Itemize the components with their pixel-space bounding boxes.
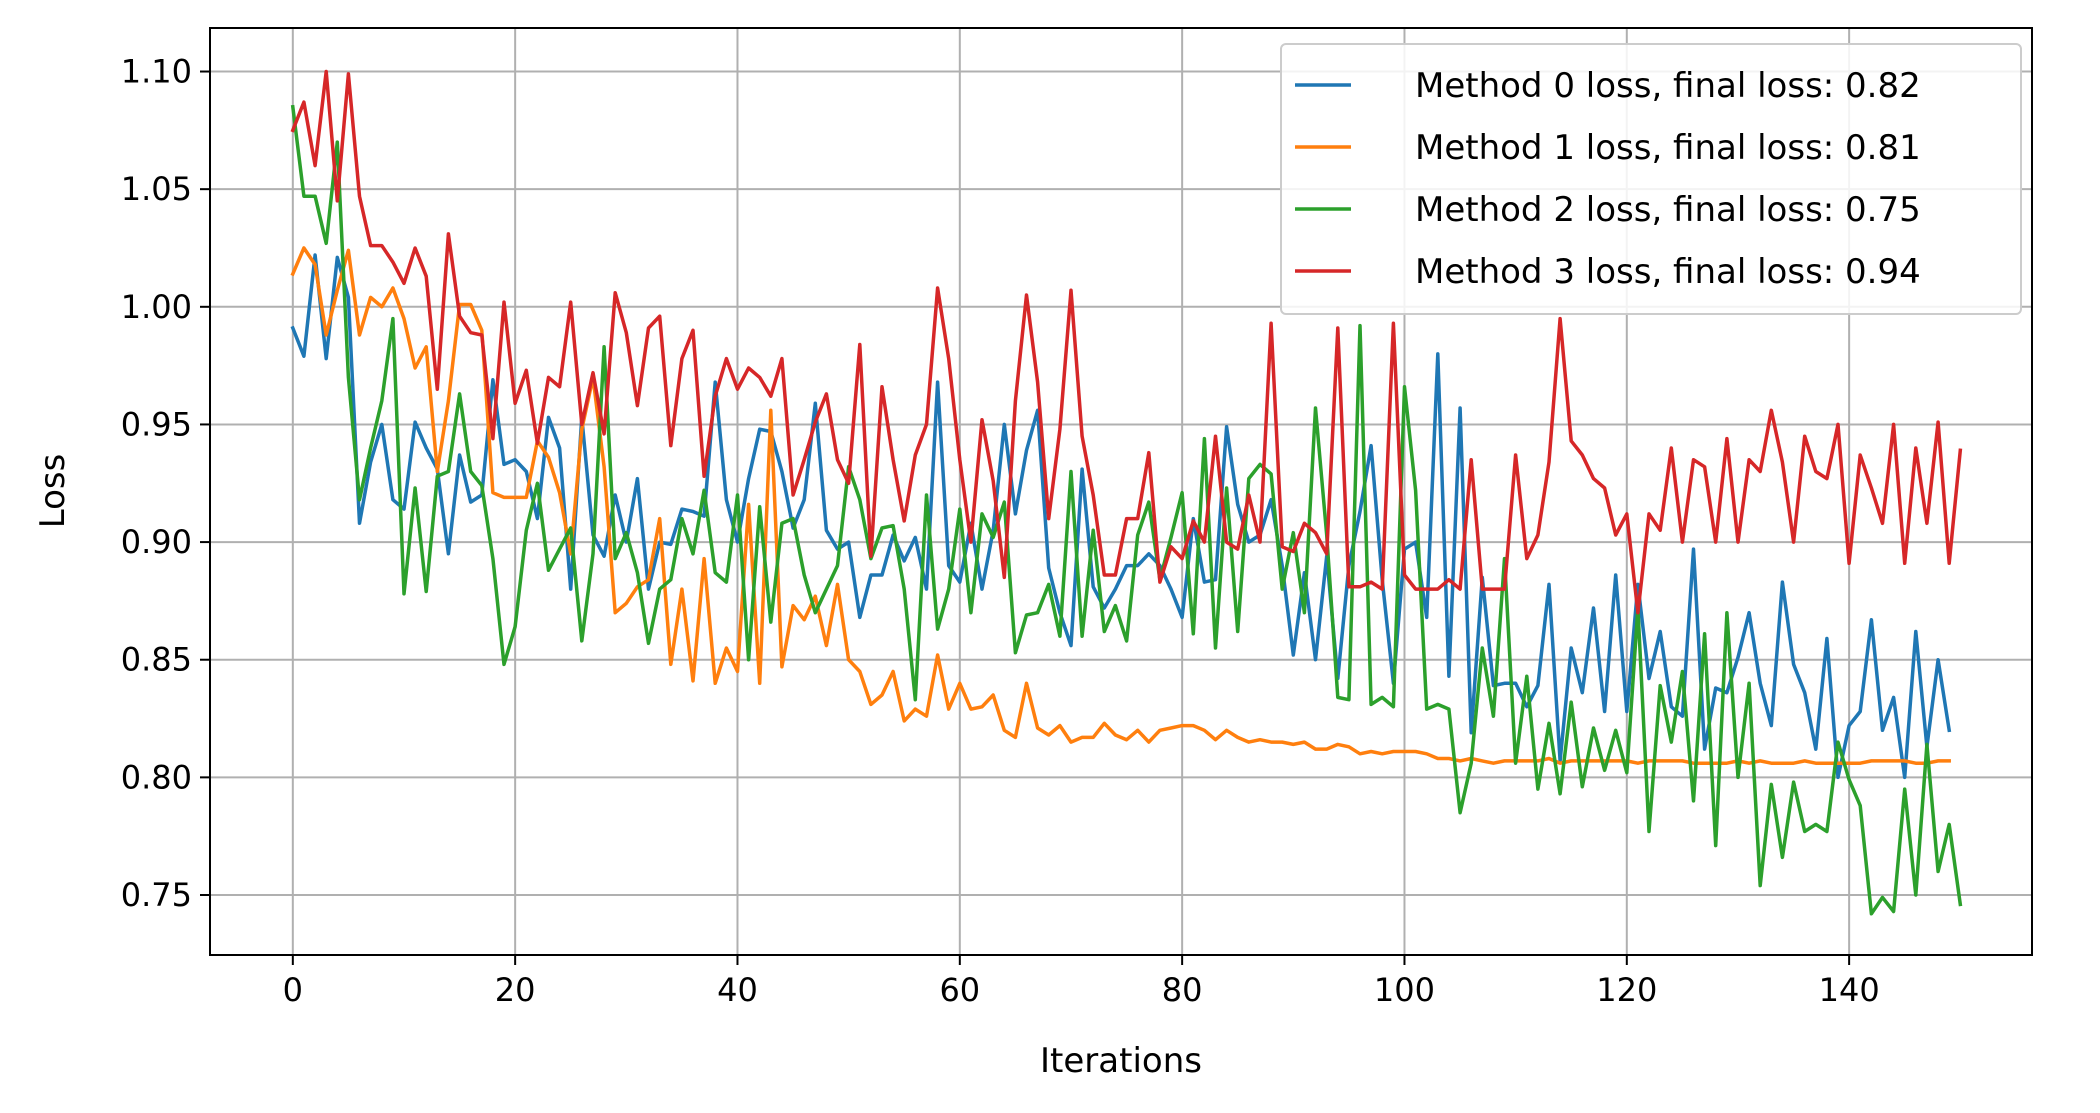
legend-label-method-1: Method 1 loss, final loss: 0.81 bbox=[1415, 128, 1921, 168]
series-line-method-0 bbox=[290, 253, 1952, 780]
legend-box bbox=[1280, 43, 2022, 315]
axis-ticks: 0 20 40 60 80 100 120 140 0.75 0.80 0.85 0.90 0.95 1.… bbox=[121, 53, 1880, 1009]
series-line-method-2 bbox=[290, 104, 1963, 916]
x-tick-label: 80 bbox=[1162, 971, 1203, 1009]
y-tick-label: 1.00 bbox=[121, 288, 192, 326]
y-tick-label: 1.05 bbox=[121, 170, 192, 208]
x-tick-label: 140 bbox=[1819, 971, 1880, 1009]
x-tick-label: 0 bbox=[283, 971, 303, 1009]
legend-label-method-2: Method 2 loss, final loss: 0.75 bbox=[1415, 190, 1921, 230]
y-tick-label: 0.85 bbox=[121, 641, 192, 679]
legend-label-method-3: Method 3 loss, final loss: 0.94 bbox=[1415, 252, 1921, 292]
y-tick-label: 0.95 bbox=[121, 405, 192, 443]
y-axis-label: Loss bbox=[33, 454, 73, 529]
y-tick-label: 0.90 bbox=[121, 523, 192, 561]
x-tick-label: 120 bbox=[1596, 971, 1657, 1009]
y-tick-label: 0.80 bbox=[121, 758, 192, 796]
y-tick-label: 0.75 bbox=[121, 876, 192, 914]
legend-label-method-0: Method 0 loss, final loss: 0.82 bbox=[1415, 66, 1921, 106]
x-tick-label: 100 bbox=[1374, 971, 1435, 1009]
x-tick-label: 20 bbox=[495, 971, 536, 1009]
y-tick-label: 1.10 bbox=[121, 53, 192, 91]
series-lines bbox=[290, 69, 1963, 916]
x-axis-label: Iterations bbox=[1040, 1041, 1202, 1081]
x-tick-label: 60 bbox=[939, 971, 980, 1009]
x-tick-label: 40 bbox=[717, 971, 758, 1009]
plot-frame bbox=[209, 27, 2033, 956]
series-line-method-3 bbox=[290, 69, 1963, 615]
series-line-method-1 bbox=[290, 246, 1951, 765]
legend: Method 0 loss, final loss: 0.82 Method 1 … bbox=[1280, 43, 2022, 315]
